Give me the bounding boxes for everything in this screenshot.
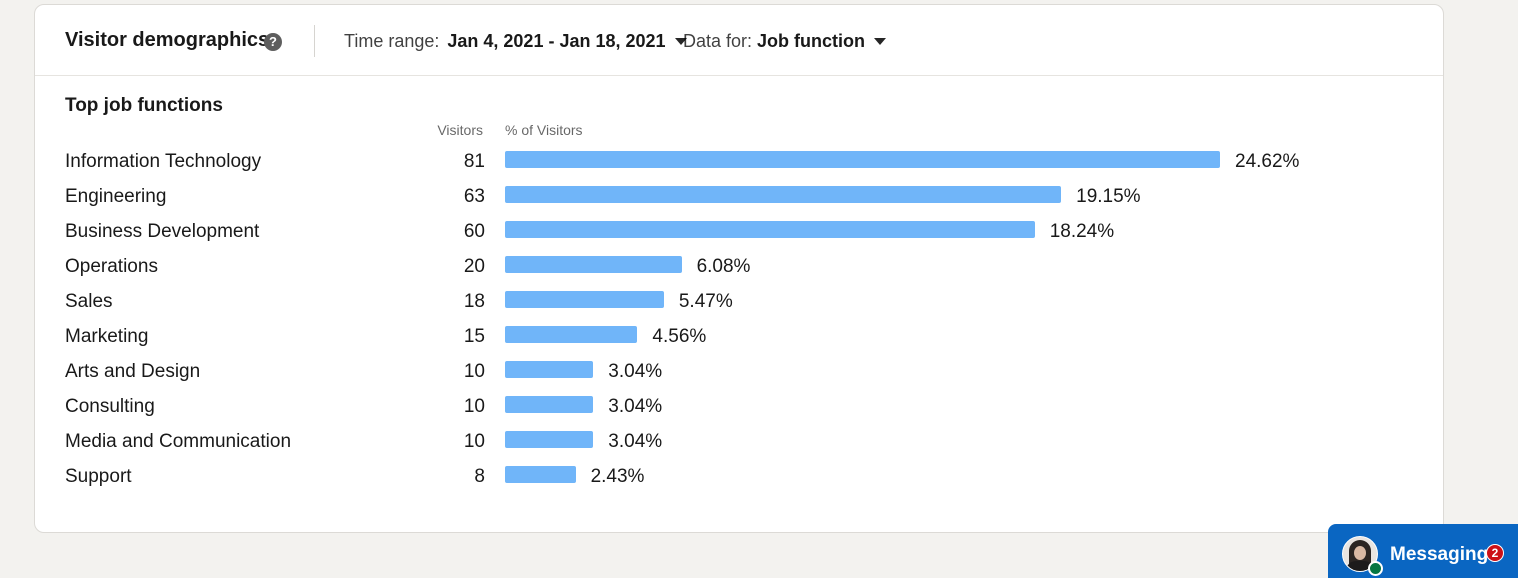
visitor-count: 63 xyxy=(463,186,485,207)
percent-bar xyxy=(505,151,1220,168)
list-item: Media and Communication 10 3.04% xyxy=(35,425,1443,460)
column-header-visitors: Visitors xyxy=(437,122,483,138)
list-item: Support 8 2.43% xyxy=(35,460,1443,495)
visitor-count: 81 xyxy=(463,151,485,172)
list-item: Engineering 63 19.15% xyxy=(35,180,1443,215)
job-function-list: Information Technology 81 24.62% Engineerin… xyxy=(35,145,1443,495)
percent-label: 2.43% xyxy=(590,466,645,487)
percent-bar xyxy=(505,221,1035,238)
job-function-name: Consulting xyxy=(65,396,155,417)
percent-label: 3.04% xyxy=(608,361,663,382)
job-function-name: Media and Communication xyxy=(65,431,292,452)
job-function-name: Arts and Design xyxy=(65,361,201,382)
job-function-name: Marketing xyxy=(65,326,149,347)
time-range-value: Jan 4, 2021 - Jan 18, 2021 xyxy=(447,31,666,51)
percent-bar xyxy=(505,396,594,413)
job-function-name: Operations xyxy=(65,256,158,277)
job-function-name: Information Technology xyxy=(65,151,262,172)
visitor-count: 18 xyxy=(463,291,485,312)
percent-label: 3.04% xyxy=(608,396,663,417)
job-function-name: Engineering xyxy=(65,186,167,207)
percent-label: 6.08% xyxy=(696,256,751,277)
percent-bar xyxy=(505,291,664,308)
percent-label: 24.62% xyxy=(1235,151,1300,172)
messaging-button[interactable]: Messaging 2 xyxy=(1328,524,1518,578)
percent-bar xyxy=(505,466,576,483)
section-title: Top job functions xyxy=(65,95,223,116)
list-item: Operations 20 6.08% xyxy=(35,250,1443,285)
data-for-label: Data for: xyxy=(683,31,753,51)
card-header: Visitor demographics ? Time range: Jan 4… xyxy=(35,5,1443,76)
time-range-label: Time range: xyxy=(344,31,440,51)
notification-badge: 2 xyxy=(1486,544,1504,562)
job-function-name: Sales xyxy=(65,291,113,312)
visitor-count: 10 xyxy=(463,396,485,417)
caret-down-icon xyxy=(874,38,887,45)
visitor-count: 15 xyxy=(463,326,485,347)
percent-bar xyxy=(505,431,594,448)
percent-bar xyxy=(505,256,682,273)
time-range-dropdown[interactable]: Time range: Jan 4, 2021 - Jan 18, 2021 xyxy=(344,31,687,52)
job-function-name: Support xyxy=(65,466,132,487)
data-for-dropdown[interactable]: Data for: Job function xyxy=(683,31,887,52)
job-function-name: Business Development xyxy=(65,221,260,242)
list-item: Sales 18 5.47% xyxy=(35,285,1443,320)
list-item: Consulting 10 3.04% xyxy=(35,390,1443,425)
visitor-count: 10 xyxy=(463,361,485,382)
percent-label: 5.47% xyxy=(678,291,733,312)
list-item: Business Development 60 18.24% xyxy=(35,215,1443,250)
messaging-label: Messaging xyxy=(1390,544,1489,565)
data-for-value: Job function xyxy=(757,31,866,51)
visitor-count: 60 xyxy=(463,221,485,242)
online-presence-icon xyxy=(1368,561,1383,576)
list-item: Information Technology 81 24.62% xyxy=(35,145,1443,180)
percent-bar xyxy=(505,326,638,343)
percent-label: 18.24% xyxy=(1049,221,1115,242)
header-divider xyxy=(314,25,315,57)
question-circle-icon[interactable]: ? xyxy=(264,33,282,51)
percent-label: 19.15% xyxy=(1076,186,1141,207)
list-item: Marketing 15 4.56% xyxy=(35,320,1443,355)
percent-label: 3.04% xyxy=(608,431,663,452)
card-title: Visitor demographics xyxy=(65,29,270,51)
visitor-demographics-card: Visitor demographics ? Time range: Jan 4… xyxy=(34,4,1444,533)
percent-bar xyxy=(505,186,1062,203)
percent-label: 4.56% xyxy=(652,326,707,347)
column-header-percent: % of Visitors xyxy=(505,122,583,138)
visitor-count: 10 xyxy=(463,431,485,452)
list-item: Arts and Design 10 3.04% xyxy=(35,355,1443,390)
caret-down-icon xyxy=(674,38,687,45)
visitor-count: 20 xyxy=(463,256,485,277)
visitor-count: 8 xyxy=(474,466,485,487)
percent-bar xyxy=(505,361,594,378)
